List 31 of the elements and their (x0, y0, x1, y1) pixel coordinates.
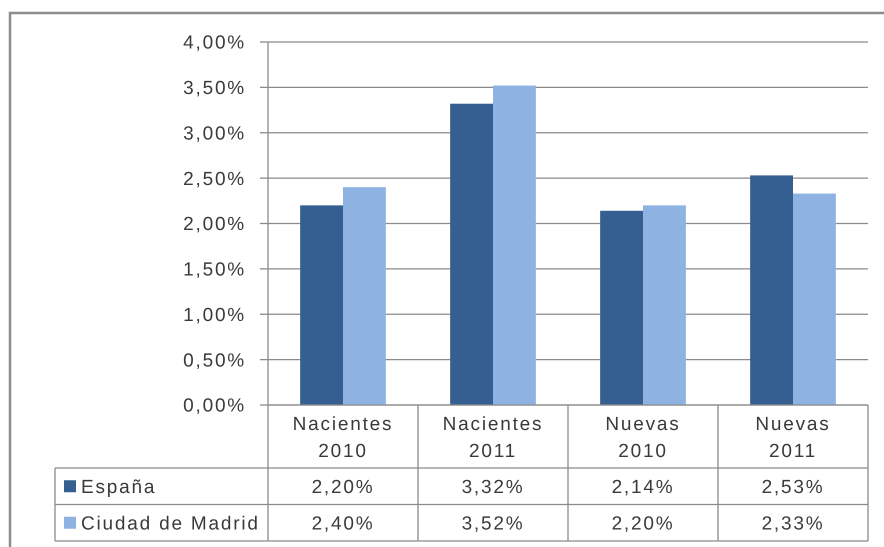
x-tick-label: Nuevas 2011 (755, 414, 831, 462)
y-tick-label: 3,00% (183, 123, 246, 144)
data-label: 2,40% (312, 513, 374, 534)
y-tick-label: 1,50% (183, 260, 246, 281)
bar (450, 104, 493, 405)
legend-label: Ciudad de Madrid (81, 513, 260, 534)
x-tick-label: Nacientes 2010 (292, 414, 394, 462)
x-tick-label: Nacientes 2011 (442, 414, 544, 462)
x-tick-label: Nuevas 2010 (605, 414, 681, 462)
data-label: 3,52% (462, 513, 524, 534)
y-tick-label: 0,00% (183, 396, 246, 417)
bar (643, 205, 686, 405)
y-tick-label: 2,50% (183, 168, 246, 190)
data-label: 2,20% (312, 476, 374, 498)
data-label: 3,32% (462, 476, 524, 498)
data-label: 2,20% (612, 513, 674, 534)
bar (493, 86, 536, 405)
data-label: 2,53% (762, 476, 824, 498)
bar (300, 205, 343, 405)
y-tick-label: 2,00% (183, 214, 246, 236)
data-label: 2,14% (612, 476, 674, 498)
data-label: 2,33% (762, 513, 824, 534)
bar (750, 175, 793, 405)
legend-label: España (81, 476, 156, 498)
bar (793, 194, 836, 405)
bar (600, 210, 643, 405)
y-tick-label: 3,50% (183, 78, 246, 100)
bar (343, 187, 386, 405)
y-tick-label: 4,00% (183, 32, 246, 54)
y-tick-label: 0,50% (183, 350, 246, 372)
y-tick-label: 1,00% (183, 304, 246, 326)
